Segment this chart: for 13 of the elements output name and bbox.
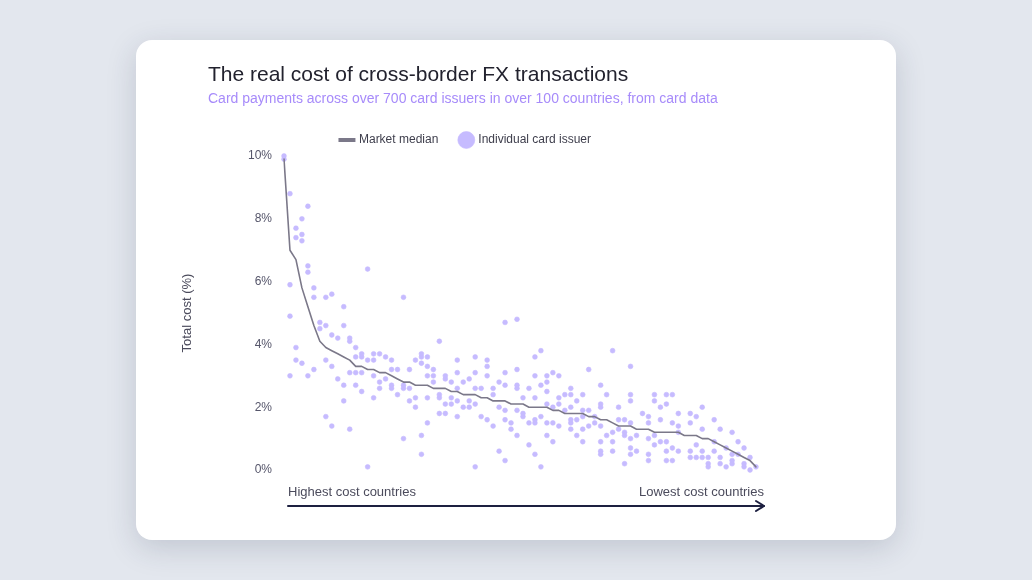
- legend-label: Individual card issuer: [478, 132, 592, 147]
- y-tick-label: 10%: [247, 148, 273, 163]
- legend-label: Market median: [358, 132, 439, 147]
- y-tick-label: 0%: [254, 462, 273, 477]
- y-tick-label: 2%: [254, 399, 273, 414]
- y-tick-label: 6%: [254, 273, 273, 288]
- chart-title: The real cost of cross-border FX transactions: [208, 62, 629, 86]
- text: Highest cost countries: [288, 484, 417, 500]
- y-tick-label: 8%: [254, 211, 273, 226]
- text: Lowest cost countries: [638, 484, 765, 500]
- y-axis-title: Total cost (%): [179, 273, 195, 353]
- chart-subtitle: Card payments across over 700 card issuers in over 100 countries, from card data: [208, 90, 718, 106]
- y-tick-label: 4%: [254, 336, 273, 351]
